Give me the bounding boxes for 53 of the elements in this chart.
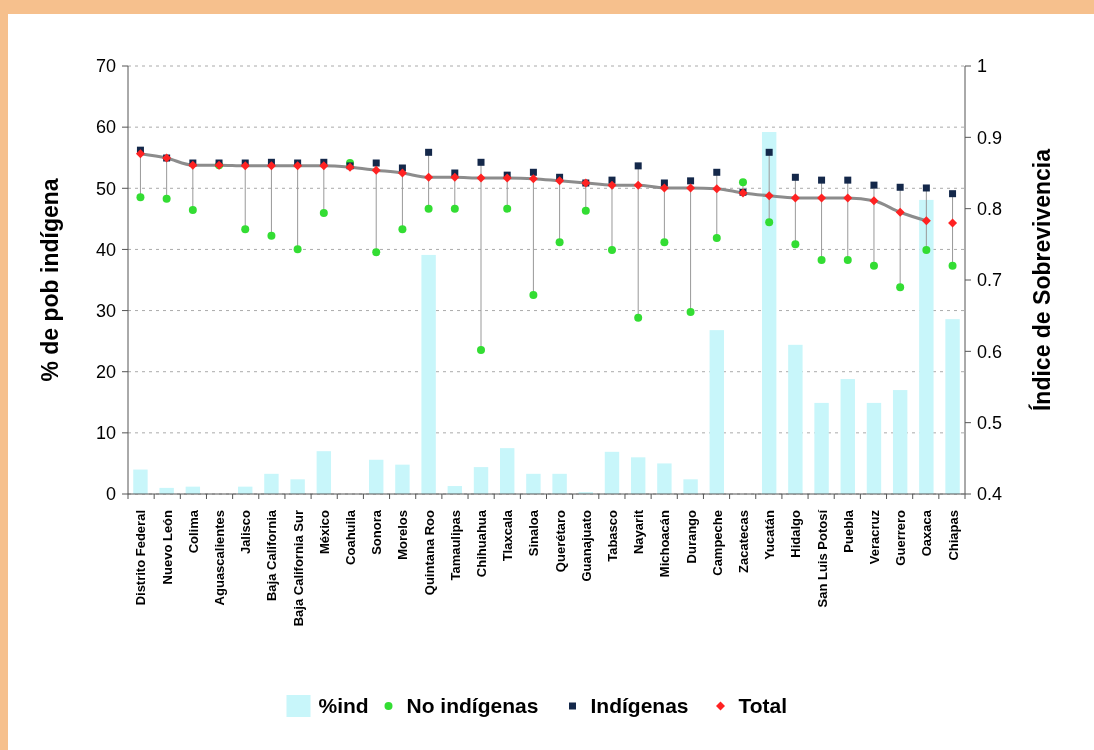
x-tick-label: Morelos: [395, 510, 411, 560]
legend-label: Indígenas: [590, 694, 689, 718]
x-tick-label: México: [316, 509, 332, 555]
x-tick-label: Michoacán: [657, 509, 673, 578]
x-tick-label: Chiapas: [945, 510, 961, 561]
x-tick-label: Sinaloa: [526, 509, 542, 557]
x-tick-label: Tabasco: [604, 509, 620, 562]
y-tick-label: 0: [105, 484, 116, 505]
y-tick-label: 40: [95, 239, 116, 260]
x-tick-label: San Luis Potosí: [814, 509, 830, 608]
y-axis-title: % de pob indígena: [37, 178, 63, 382]
y2-tick-label: 0.8: [977, 198, 1003, 219]
legend-label: No indígenas: [406, 694, 539, 718]
x-tick-label: Quintana Roo: [421, 509, 437, 596]
x-tick-label: Oaxaca: [919, 509, 935, 557]
y2-tick-label: 1: [977, 56, 988, 77]
x-tick-label: Nuevo León: [159, 509, 175, 585]
x-tick-label: Veracruz: [866, 509, 882, 565]
y-tick-label: 10: [95, 423, 116, 444]
x-tick-label: Coahuila: [343, 509, 359, 565]
x-tick-label: Sonora: [369, 509, 385, 555]
legend-label: %ind: [318, 694, 369, 718]
x-tick-label: Aguascalientes: [212, 510, 228, 606]
x-tick-label: Puebla: [840, 509, 856, 553]
y2-tick-label: 0.7: [977, 270, 1003, 291]
legend-label: Total: [738, 694, 788, 718]
x-tick-label: Guanajuato: [578, 509, 594, 582]
x-tick-label: Nayarit: [631, 509, 647, 555]
x-tick-label: Baja California: [264, 509, 280, 602]
y-tick-label: 60: [95, 117, 116, 138]
x-tick-label: Colima: [185, 509, 201, 554]
x-tick-label: Tlaxcala: [500, 509, 516, 562]
x-tick-label: Baja California Sur: [290, 510, 306, 627]
y2-axis-title: Índice de Sobrevivencia: [1028, 148, 1055, 412]
x-tick-label: Chihuahua: [474, 509, 490, 578]
x-tick-label: Distrito Federal: [133, 510, 149, 606]
x-tick-label: Hidalgo: [788, 509, 804, 558]
x-tick-label: Jalisco: [238, 509, 254, 555]
x-tick-label: Yucatán: [762, 509, 778, 560]
y-tick-label: 50: [95, 178, 116, 199]
y-tick-label: 20: [95, 362, 116, 383]
x-tick-label: Tamaulipas: [447, 510, 463, 581]
y-tick-label: 70: [95, 56, 116, 77]
x-tick-label: Durango: [683, 509, 699, 564]
x-tick-label: Guerrero: [893, 509, 909, 566]
y2-tick-label: 0.4: [977, 484, 1003, 505]
x-tick-label: Querétaro: [552, 509, 568, 573]
y2-tick-label: 0.6: [977, 341, 1003, 362]
x-tick-label: Zacatecas: [735, 510, 751, 573]
y2-tick-label: 0.9: [977, 127, 1003, 148]
x-tick-label: Campeche: [709, 510, 725, 576]
y-tick-label: 30: [95, 300, 116, 321]
y2-tick-label: 0.5: [977, 412, 1003, 433]
